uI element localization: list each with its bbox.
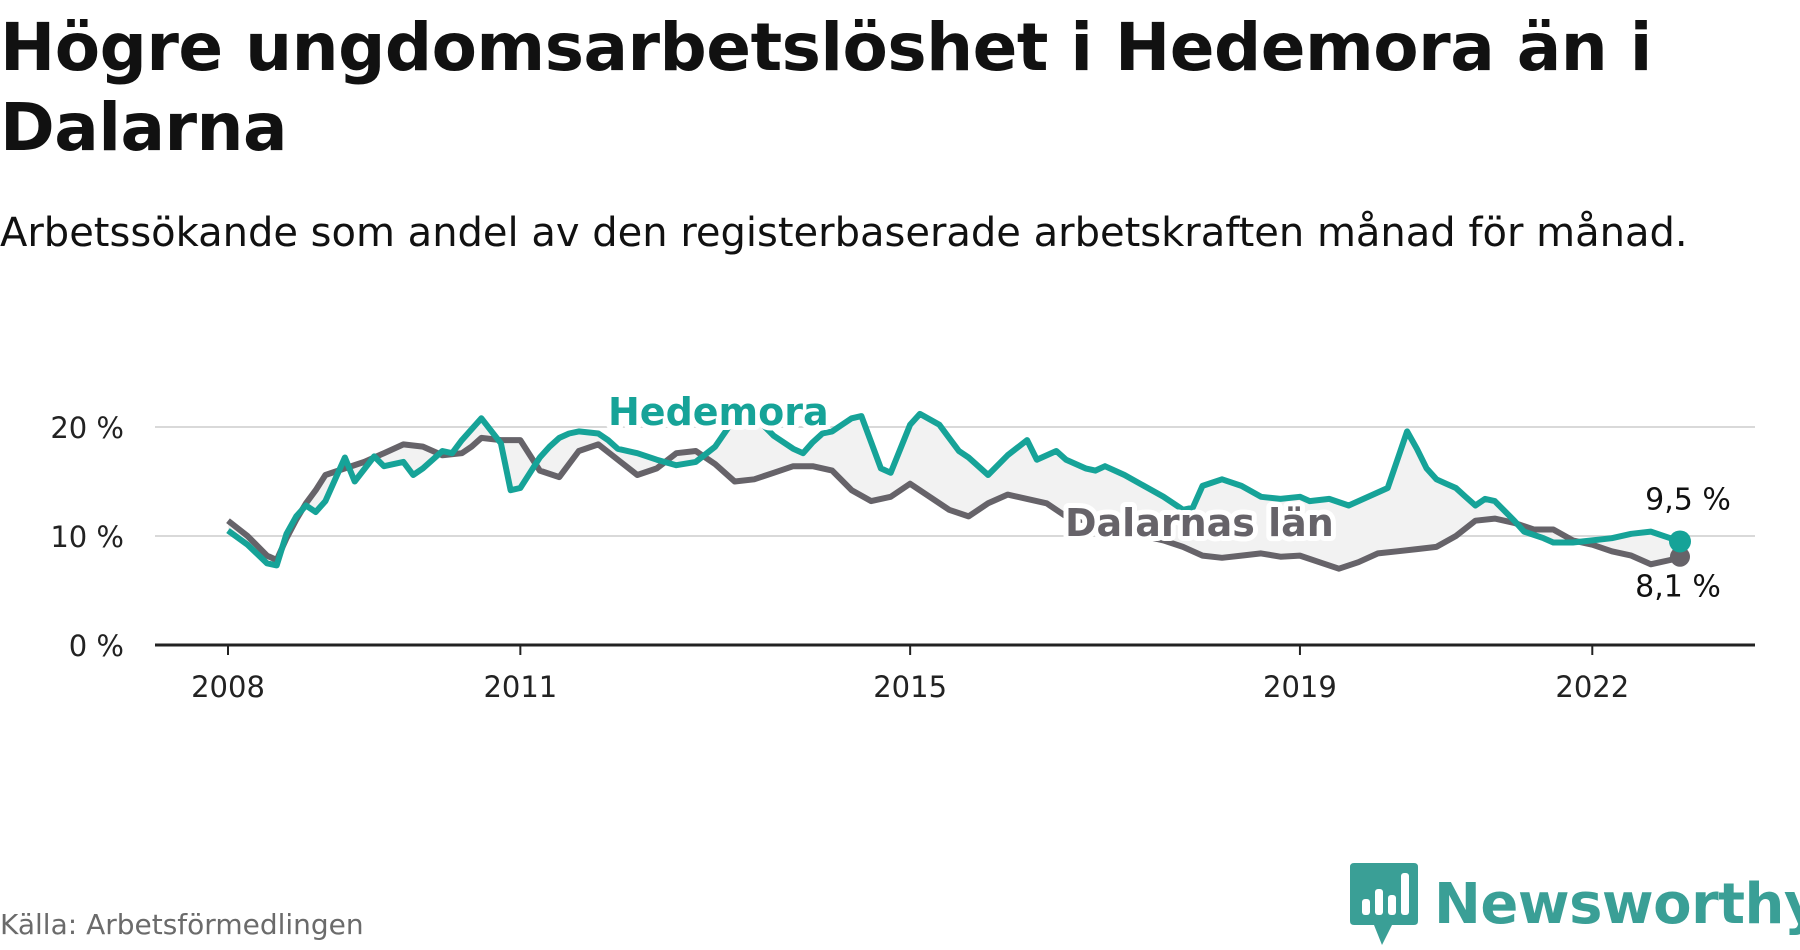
series-line-hedemora [226,410,1681,569]
gridlines [155,426,1755,655]
chart-subtitle: Arbetssökande som andel av den registerb… [0,210,1688,256]
series-label-dalarnas-lan: Dalarnas län [1065,501,1334,545]
x-tick-label: 2022 [1555,670,1629,704]
y-tick-label: 0 % [69,629,124,663]
series-label-hedemora: Hedemora [608,390,829,434]
x-tick-label: 2015 [873,670,947,704]
chart-title: Högre ungdomsarbetslöshet i Hedemora än … [0,9,1652,166]
brand-name: Newsworthy [1434,871,1800,937]
endpoint-dalarnas-lan [1670,546,1690,567]
end-value-hedemora-halo: 9,5 % [1645,482,1731,517]
chart-bars-icon [1350,863,1418,945]
end-value-dalarnas-lan: 8,1 % [1635,570,1721,605]
x-tick-label: 2011 [483,670,557,704]
series-label-dalarnas-lan-halo: Dalarnas län [1065,501,1334,545]
series-label-hedemora-halo: Hedemora [608,390,829,434]
line-chart: 0 %10 %20 %2008 2011 2015 2019 2022HedemoraH… [50,385,1755,704]
source-note: Källa: Arbetsförmedlingen [0,908,364,941]
series-line-dalarnas-lan [226,434,1681,572]
brand-logo[interactable]: Newsworthy [1348,858,1800,950]
end-value-hedemora: 9,5 % [1645,482,1731,517]
series-lines [226,410,1691,572]
labels: 0 %10 %20 %2008 2011 2015 2019 2022HedemoraH… [50,385,1736,704]
x-tick-label: 2019 [1263,670,1337,704]
difference-band [228,413,1680,569]
endpoint-hedemora [1669,530,1691,553]
difference-area [228,413,1680,569]
end-value-dalarnas-lan-halo: 8,1 % [1635,570,1721,605]
y-tick-label: 10 % [50,520,124,554]
x-tick-label: 2008 [191,670,265,704]
y-tick-label: 20 % [50,411,124,445]
